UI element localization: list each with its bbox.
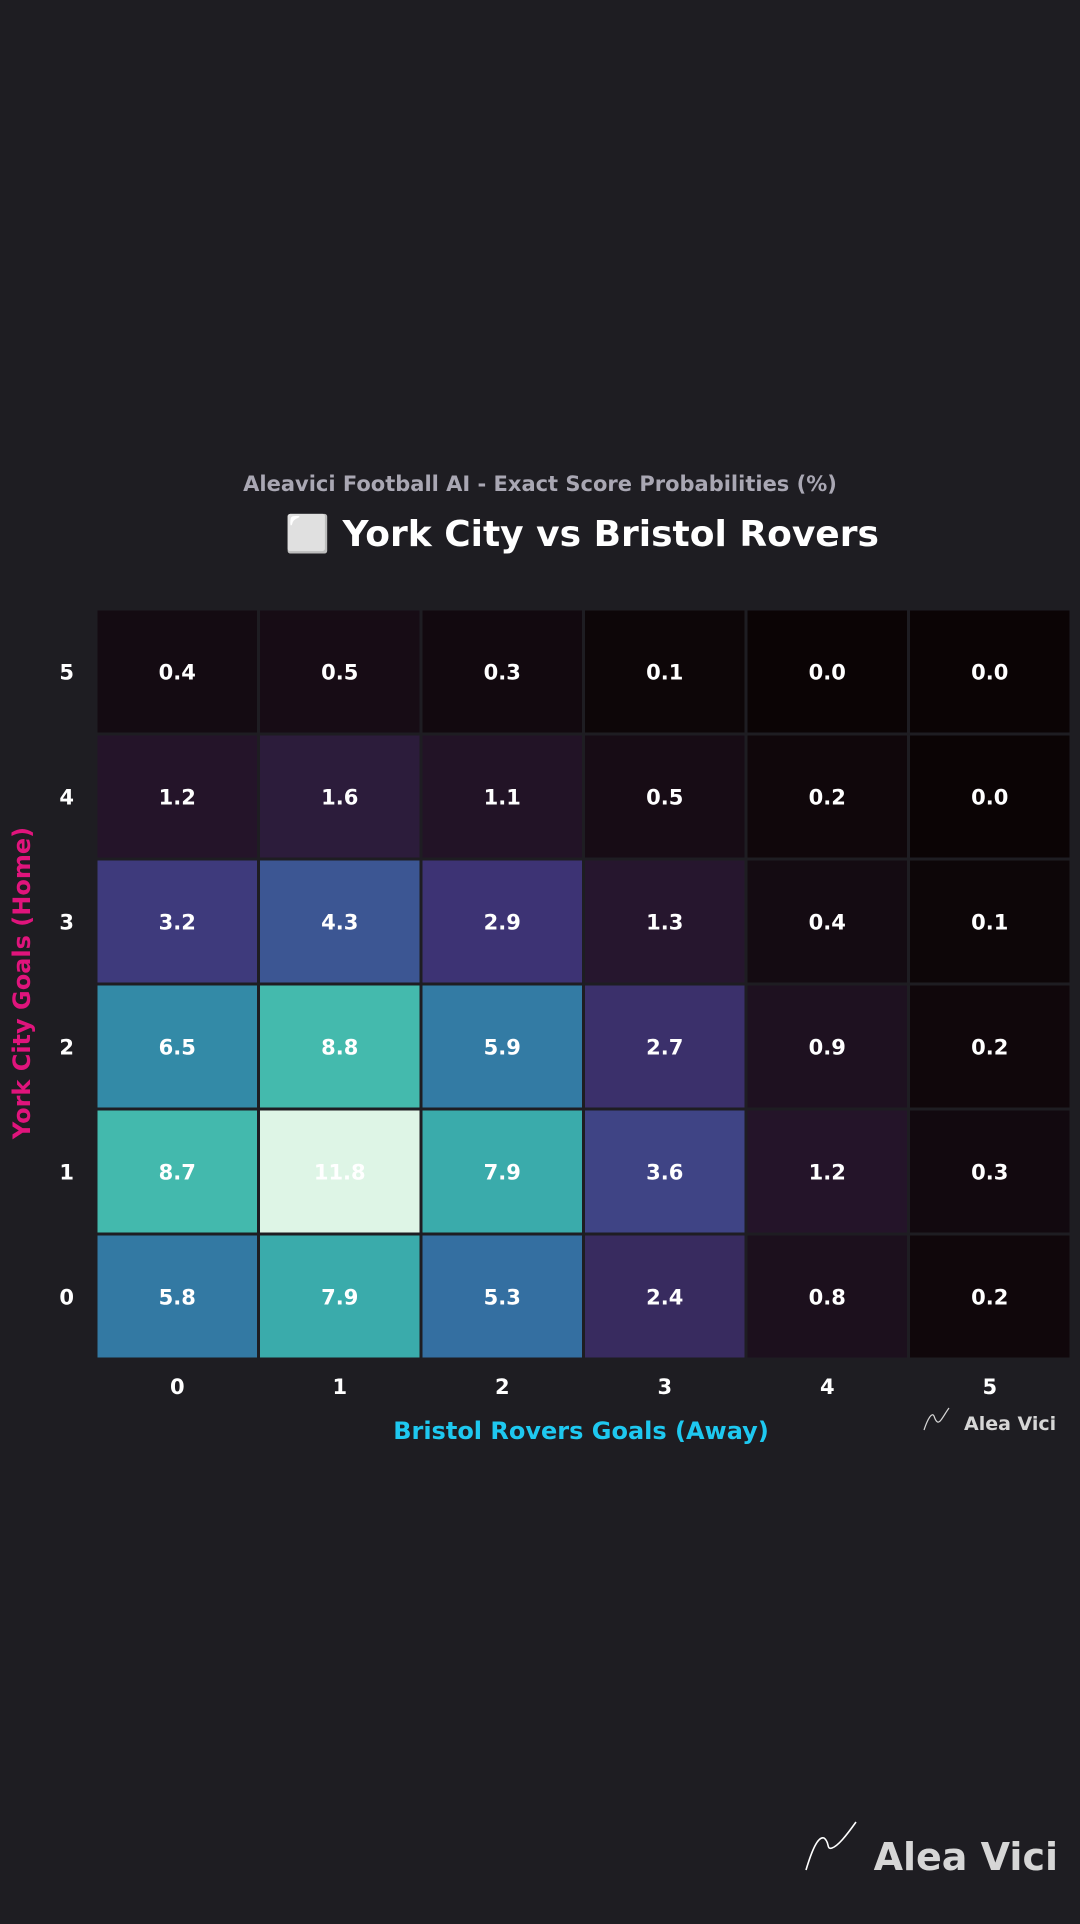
cell-value-label: 0.8: [809, 1286, 846, 1310]
cell-value-label: 0.3: [971, 1161, 1008, 1185]
cell-value-label: 11.8: [314, 1161, 366, 1185]
heatmap-cell-home2-away3: [582, 982, 748, 1111]
cell-value-label: 3.2: [159, 911, 196, 935]
heatmap-cell-home4-away5: [907, 732, 1073, 861]
heatmap-cell-home1-away3: [582, 1107, 748, 1236]
x-tick-label: 3: [657, 1375, 672, 1399]
cell-value-label: 1.1: [484, 786, 521, 810]
chart-title: ⬜ York City vs Bristol Rovers: [285, 513, 879, 555]
cell-value-label: 0.0: [971, 661, 1008, 685]
heatmap-cell-home5-away2: [419, 607, 585, 736]
cell-value-label: 6.5: [159, 1036, 196, 1060]
cell-value-label: 1.3: [646, 911, 683, 935]
heatmap-cell-home3-away4: [744, 857, 910, 986]
heatmap-cell-home2-away0: [94, 982, 260, 1111]
cell-value-label: 0.0: [809, 661, 846, 685]
y-tick-label: 0: [59, 1286, 74, 1310]
cell-value-label: 1.2: [159, 786, 196, 810]
heatmap-cell-home4-away3: [582, 732, 748, 861]
heatmap-cell-home5-away0: [94, 607, 260, 736]
heatmap-cell-home4-away1: [257, 732, 423, 861]
watermark-small: Alea Vici: [923, 1407, 1056, 1435]
cell-value-label: 0.0: [971, 786, 1008, 810]
cell-value-label: 1.6: [321, 786, 358, 810]
cell-value-label: 8.8: [321, 1036, 358, 1060]
x-axis-ticks: 0 1 2 3 4 5: [170, 1375, 997, 1399]
cell-value-label: 0.4: [159, 661, 196, 685]
cell-value-label: 0.1: [971, 911, 1008, 935]
heatmap-cell-home2-away5: [907, 982, 1073, 1111]
y-tick-label: 2: [59, 1036, 74, 1060]
heatmap-cell-home2-away2: [419, 982, 585, 1111]
y-tick-label: 5: [59, 661, 74, 685]
cell-value-label: 7.9: [321, 1286, 358, 1310]
cell-value-label: 0.1: [646, 661, 683, 685]
heatmap-cell-home2-away4: [744, 982, 910, 1111]
heatmap-cell-home1-away4: [744, 1107, 910, 1236]
watermark-small-label: Alea Vici: [964, 1413, 1056, 1435]
heatmap-cells: [94, 607, 1073, 1361]
cell-value-label: 5.3: [484, 1286, 521, 1310]
heatmap-cell-home3-away5: [907, 857, 1073, 986]
cell-value-label: 0.5: [646, 786, 683, 810]
heatmap-cell-home5-away1: [257, 607, 423, 736]
cell-value-label: 8.7: [159, 1161, 196, 1185]
x-tick-label: 0: [170, 1375, 185, 1399]
heatmap-cell-home0-away0: [94, 1232, 260, 1361]
cell-value-label: 5.8: [159, 1286, 196, 1310]
heatmap-cell-home5-away5: [907, 607, 1073, 736]
signature-logo-icon: [805, 1821, 857, 1871]
cell-value-label: 0.2: [809, 786, 846, 810]
cell-value-label: 1.2: [809, 1161, 846, 1185]
cell-value-label: 4.3: [321, 911, 358, 935]
cell-value-label: 0.9: [809, 1036, 846, 1060]
x-axis-label: Bristol Rovers Goals (Away): [393, 1417, 769, 1445]
watermark-large: Alea Vici: [805, 1821, 1058, 1879]
heatmap-cell-home2-away1: [257, 982, 423, 1111]
cell-value-label: 2.4: [646, 1286, 683, 1310]
cell-value-label: 3.6: [646, 1161, 683, 1185]
heatmap-cell-home0-away4: [744, 1232, 910, 1361]
x-tick-label: 2: [495, 1375, 510, 1399]
cell-value-label: 0.3: [484, 661, 521, 685]
heatmap-cell-home0-away5: [907, 1232, 1073, 1361]
cell-value-label: 2.9: [484, 911, 521, 935]
cell-value-label: 0.4: [809, 911, 846, 935]
x-tick-label: 1: [332, 1375, 347, 1399]
watermark-large-label: Alea Vici: [874, 1835, 1058, 1879]
x-tick-label: 4: [820, 1375, 835, 1399]
cell-value-label: 5.9: [484, 1036, 521, 1060]
cell-value-label: 2.7: [646, 1036, 683, 1060]
cell-value-label: 0.5: [321, 661, 358, 685]
y-tick-label: 1: [59, 1161, 74, 1185]
heatmap-cell-home0-away3: [582, 1232, 748, 1361]
heatmap-cell-home3-away3: [582, 857, 748, 986]
signature-logo-icon: [923, 1407, 950, 1431]
heatmap-cell-labels: 0.4 0.5 0.3 0.1 0.0 0.0 1.2 1.6 1.1 0.5 0.2 0.0 3.2 4…: [159, 661, 1009, 1310]
y-tick-label: 4: [59, 786, 74, 810]
x-tick-label: 5: [982, 1375, 997, 1399]
y-axis-ticks: 5 4 3 2 1 0: [59, 661, 74, 1310]
cell-value-label: 7.9: [484, 1161, 521, 1185]
heatmap-cell-home3-away1: [257, 857, 423, 986]
heatmap-cell-home1-away5: [907, 1107, 1073, 1236]
y-tick-label: 3: [59, 911, 74, 935]
cell-value-label: 0.2: [971, 1036, 1008, 1060]
cell-value-label: 0.2: [971, 1286, 1008, 1310]
y-axis-label: York City Goals (Home): [8, 827, 36, 1140]
heatmap-cell-home1-away2: [419, 1107, 585, 1236]
chart-subtitle: Aleavici Football AI - Exact Score Proba…: [243, 472, 837, 496]
